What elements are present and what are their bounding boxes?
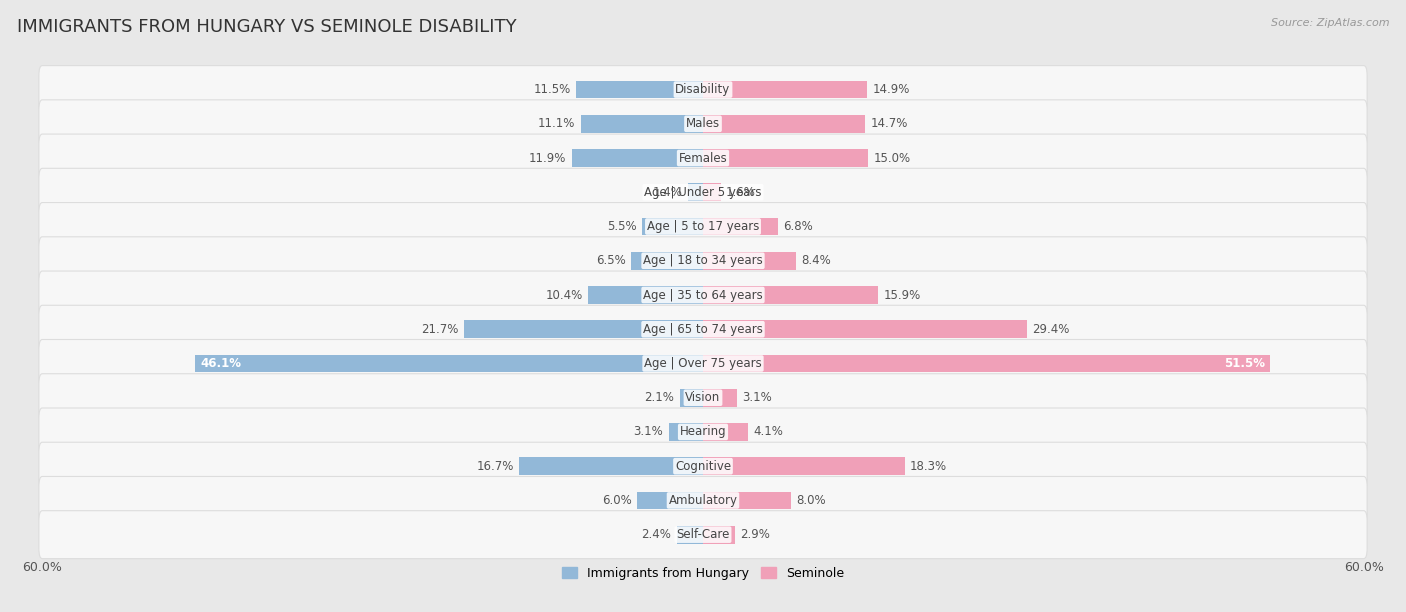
Text: Age | Under 5 years: Age | Under 5 years bbox=[644, 186, 762, 199]
Bar bbox=[703, 81, 868, 99]
FancyBboxPatch shape bbox=[39, 442, 1367, 490]
Bar bbox=[703, 149, 868, 167]
FancyBboxPatch shape bbox=[39, 408, 1367, 456]
FancyBboxPatch shape bbox=[39, 134, 1367, 182]
Bar bbox=[589, 286, 703, 304]
Text: 3.1%: 3.1% bbox=[742, 391, 772, 404]
Bar bbox=[703, 184, 721, 201]
Bar bbox=[703, 491, 792, 509]
Text: 1.6%: 1.6% bbox=[725, 186, 756, 199]
Text: 3.1%: 3.1% bbox=[634, 425, 664, 438]
Text: 14.7%: 14.7% bbox=[870, 118, 908, 130]
Bar bbox=[703, 389, 737, 406]
Bar bbox=[703, 423, 748, 441]
Text: Age | 65 to 74 years: Age | 65 to 74 years bbox=[643, 323, 763, 336]
Bar bbox=[703, 526, 735, 543]
Bar bbox=[688, 184, 703, 201]
FancyBboxPatch shape bbox=[39, 168, 1367, 216]
Text: 1.4%: 1.4% bbox=[652, 186, 682, 199]
Legend: Immigrants from Hungary, Seminole: Immigrants from Hungary, Seminole bbox=[557, 562, 849, 585]
Bar bbox=[572, 149, 703, 167]
Bar bbox=[703, 457, 904, 475]
FancyBboxPatch shape bbox=[39, 271, 1367, 319]
Text: 6.8%: 6.8% bbox=[783, 220, 813, 233]
Text: 51.5%: 51.5% bbox=[1223, 357, 1264, 370]
Text: 14.9%: 14.9% bbox=[873, 83, 910, 96]
FancyBboxPatch shape bbox=[39, 477, 1367, 524]
FancyBboxPatch shape bbox=[39, 237, 1367, 285]
Bar bbox=[464, 320, 703, 338]
Bar bbox=[643, 218, 703, 236]
FancyBboxPatch shape bbox=[39, 340, 1367, 387]
Text: 2.9%: 2.9% bbox=[741, 528, 770, 541]
Bar bbox=[576, 81, 703, 99]
FancyBboxPatch shape bbox=[39, 65, 1367, 114]
FancyBboxPatch shape bbox=[39, 203, 1367, 250]
Text: Disability: Disability bbox=[675, 83, 731, 96]
Text: 4.1%: 4.1% bbox=[754, 425, 783, 438]
Bar bbox=[676, 526, 703, 543]
Text: 11.9%: 11.9% bbox=[529, 152, 567, 165]
Bar bbox=[703, 218, 778, 236]
Text: 29.4%: 29.4% bbox=[1032, 323, 1070, 336]
Text: Females: Females bbox=[679, 152, 727, 165]
Text: 15.9%: 15.9% bbox=[883, 288, 921, 302]
Text: 10.4%: 10.4% bbox=[546, 288, 583, 302]
FancyBboxPatch shape bbox=[39, 510, 1367, 559]
Text: 15.0%: 15.0% bbox=[873, 152, 911, 165]
Text: Age | 35 to 64 years: Age | 35 to 64 years bbox=[643, 288, 763, 302]
Bar bbox=[631, 252, 703, 270]
FancyBboxPatch shape bbox=[39, 100, 1367, 147]
Text: Cognitive: Cognitive bbox=[675, 460, 731, 472]
FancyBboxPatch shape bbox=[39, 305, 1367, 353]
Text: 11.1%: 11.1% bbox=[538, 118, 575, 130]
Text: 21.7%: 21.7% bbox=[422, 323, 458, 336]
Text: 46.1%: 46.1% bbox=[201, 357, 242, 370]
Text: 5.5%: 5.5% bbox=[607, 220, 637, 233]
Text: Age | Over 75 years: Age | Over 75 years bbox=[644, 357, 762, 370]
Bar bbox=[669, 423, 703, 441]
Text: 6.5%: 6.5% bbox=[596, 254, 626, 267]
Text: Vision: Vision bbox=[685, 391, 721, 404]
Bar bbox=[703, 320, 1026, 338]
Bar bbox=[581, 115, 703, 133]
Text: 18.3%: 18.3% bbox=[910, 460, 948, 472]
Bar bbox=[703, 115, 865, 133]
FancyBboxPatch shape bbox=[39, 374, 1367, 422]
Bar bbox=[195, 354, 703, 372]
Text: 11.5%: 11.5% bbox=[534, 83, 571, 96]
Bar bbox=[681, 389, 703, 406]
Text: Source: ZipAtlas.com: Source: ZipAtlas.com bbox=[1271, 18, 1389, 28]
Text: 8.4%: 8.4% bbox=[801, 254, 831, 267]
Text: Males: Males bbox=[686, 118, 720, 130]
Bar bbox=[703, 252, 796, 270]
Text: Age | 5 to 17 years: Age | 5 to 17 years bbox=[647, 220, 759, 233]
Bar bbox=[703, 286, 879, 304]
Text: Self-Care: Self-Care bbox=[676, 528, 730, 541]
Text: IMMIGRANTS FROM HUNGARY VS SEMINOLE DISABILITY: IMMIGRANTS FROM HUNGARY VS SEMINOLE DISA… bbox=[17, 18, 516, 36]
Text: 6.0%: 6.0% bbox=[602, 494, 631, 507]
Text: 8.0%: 8.0% bbox=[797, 494, 827, 507]
Text: 16.7%: 16.7% bbox=[477, 460, 513, 472]
Text: Hearing: Hearing bbox=[679, 425, 727, 438]
Text: 2.4%: 2.4% bbox=[641, 528, 671, 541]
Text: Age | 18 to 34 years: Age | 18 to 34 years bbox=[643, 254, 763, 267]
Bar bbox=[519, 457, 703, 475]
Bar bbox=[637, 491, 703, 509]
Text: Ambulatory: Ambulatory bbox=[668, 494, 738, 507]
Text: 2.1%: 2.1% bbox=[644, 391, 675, 404]
Bar bbox=[703, 354, 1270, 372]
